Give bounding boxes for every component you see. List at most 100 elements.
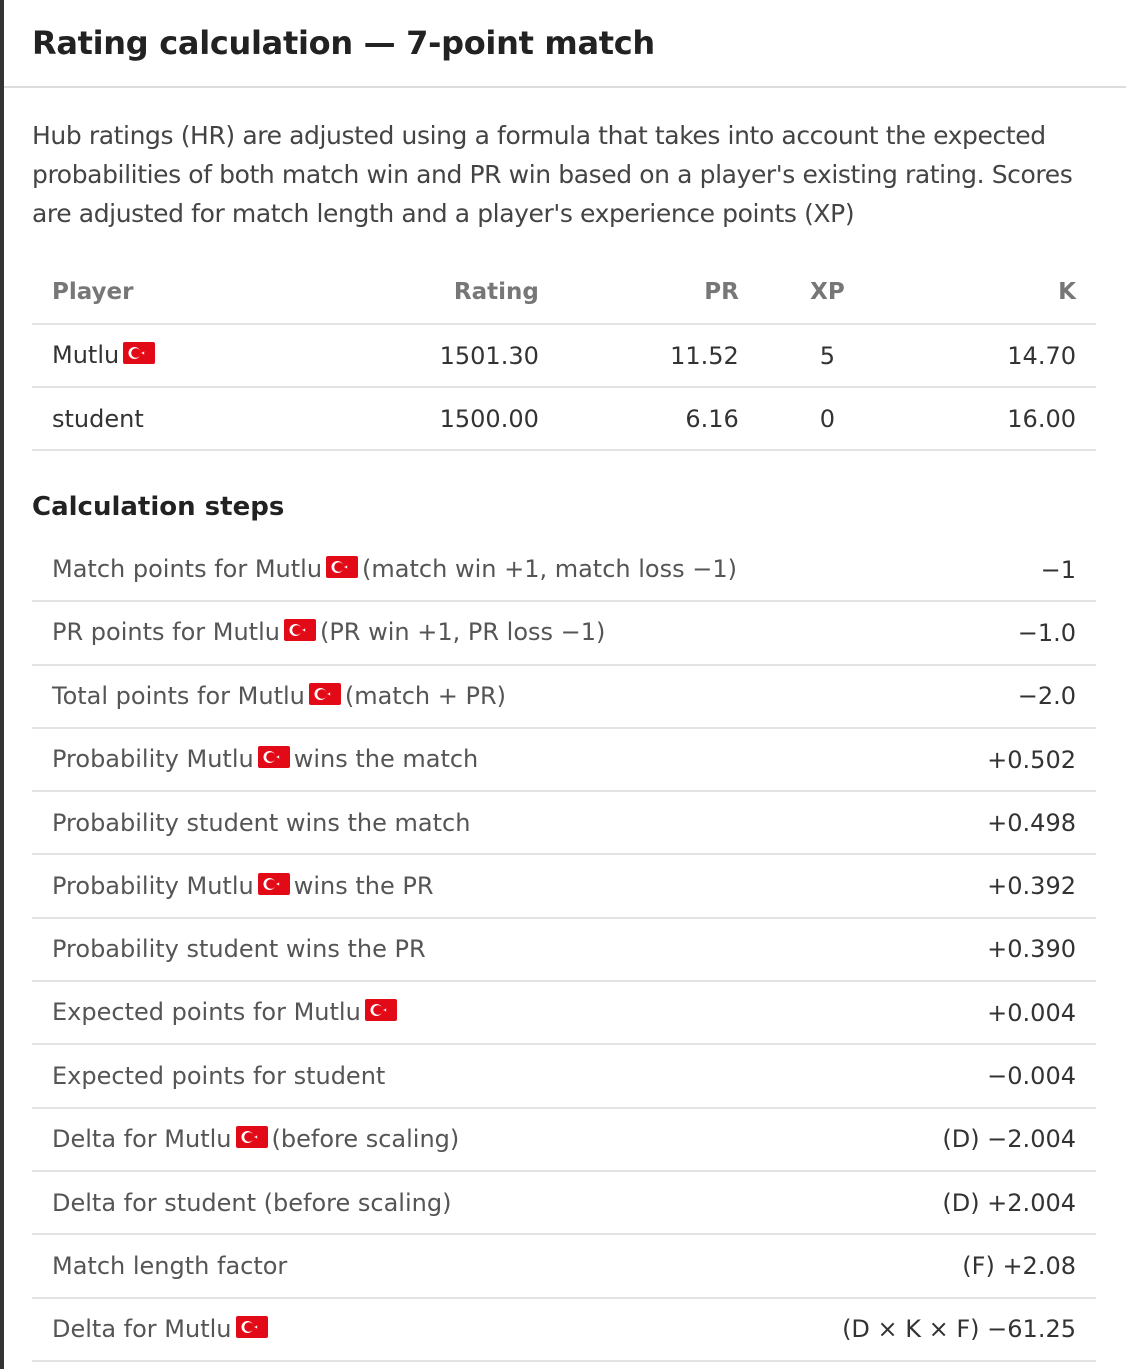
step-row: Delta for student (before scaling) (D) +2… xyxy=(32,1170,1096,1236)
step-value: (F) +2.08 xyxy=(804,1234,1096,1299)
flag-icon xyxy=(235,1315,268,1344)
step-row: PR points for Mutlu (PR win +1, PR loss −… xyxy=(32,601,1096,666)
step-label-cell: Expected points for student xyxy=(32,1044,805,1109)
step-row: Total points for Mutlu (match + PR) −2.0 xyxy=(32,664,1096,729)
step-row: Probability student wins the match +0.498 xyxy=(32,791,1096,856)
step-suffix: (before scaling) xyxy=(271,1124,460,1153)
flag-svg xyxy=(257,872,290,895)
step-suffix: wins the match xyxy=(293,745,479,774)
step-value: −1.0 xyxy=(804,601,1096,666)
step-suffix: (match + PR) xyxy=(344,681,507,710)
step-label-cell: Probability student wins the match xyxy=(32,791,805,856)
player-row: student 1500.00 6.16 0 16.00 xyxy=(32,387,1096,451)
flag-svg xyxy=(283,619,316,642)
step-value: +0.392 xyxy=(804,854,1096,919)
player-value: 16.00 xyxy=(896,387,1096,451)
flag-icon xyxy=(235,1125,268,1154)
step-label: Probability Mutlu xyxy=(52,745,254,774)
step-label-cell: Delta for Mutlu (before scaling) xyxy=(32,1107,805,1172)
step-value: (D × K × F) −61.25 xyxy=(804,1297,1096,1362)
player-value: 14.70 xyxy=(896,324,1096,388)
flag-icon xyxy=(257,746,290,774)
column-header: Player xyxy=(32,261,303,325)
step-label-cell: Match points for Mutlu (match win +1, mat… xyxy=(32,539,805,603)
player-row: Mutlu 1501.30 11.52 5 14.70 xyxy=(32,324,1096,388)
header-row: Player Rating PR XP K xyxy=(32,261,1096,325)
column-header: Rating xyxy=(302,261,559,325)
step-row: Match points for Mutlu (match win +1, mat… xyxy=(32,539,1096,603)
step-value: (D) +2.004 xyxy=(804,1170,1096,1236)
step-label-cell: Probability Mutlu wins the PR xyxy=(32,854,805,919)
step-suffix: (PR win +1, PR loss −1) xyxy=(319,618,606,647)
player-value: 1500.00 xyxy=(302,387,559,451)
flag-svg xyxy=(257,746,290,769)
step-label-cell: Expected points for Mutlu xyxy=(32,981,805,1046)
step-label-cell: Match length factor xyxy=(32,1234,805,1299)
intro-text: Hub ratings (HR) are adjusted using a fo… xyxy=(32,121,1073,228)
flag-icon xyxy=(364,999,397,1027)
flag-svg xyxy=(235,1125,268,1148)
flag-svg xyxy=(364,999,397,1022)
step-label-cell: Delta for Mutlu xyxy=(32,1297,805,1362)
step-label: Match length factor xyxy=(52,1251,288,1280)
step-label: Match points for Mutlu xyxy=(52,555,323,584)
player-name: Mutlu xyxy=(52,341,120,369)
step-value: +0.498 xyxy=(804,791,1096,856)
column-header: PR xyxy=(558,261,759,325)
step-value: −2.0 xyxy=(804,664,1096,729)
step-label: Expected points for student xyxy=(52,1062,386,1091)
flag-svg xyxy=(326,556,359,579)
player-value: 5 xyxy=(758,324,897,388)
step-label-cell: PR points for Mutlu (PR win +1, PR loss −… xyxy=(32,601,805,666)
players-table: Player Rating PR XP K Mutlu 1501.30 11.52 5 14.7… xyxy=(32,261,1096,451)
header-title: Rating calculation — 7-point match xyxy=(32,24,655,62)
step-label-cell: Probability Mutlu wins the match xyxy=(32,727,805,793)
step-value: +0.004 xyxy=(804,981,1096,1046)
step-row: Expected points for student −0.004 xyxy=(32,1044,1096,1109)
step-label: Expected points for Mutlu xyxy=(52,998,361,1027)
players-body: Mutlu 1501.30 11.52 5 14.70 student 1500.00 6.1… xyxy=(32,324,1096,451)
player-value: 0 xyxy=(758,387,897,451)
flag-icon xyxy=(123,342,156,370)
step-label: Total points for Mutlu xyxy=(52,681,305,710)
player-cell: Mutlu xyxy=(32,324,303,388)
flag-icon xyxy=(283,619,316,647)
step-value: −0.004 xyxy=(804,1044,1096,1109)
step-row: Delta for Mutlu (before scaling) (D) −2.00… xyxy=(32,1107,1096,1172)
player-value: 1501.30 xyxy=(302,324,559,388)
steps-body: Match points for Mutlu (match win +1, mat… xyxy=(32,539,1096,1362)
step-label-cell: Probability student wins the PR xyxy=(32,917,805,983)
steps-table: Match points for Mutlu (match win +1, mat… xyxy=(32,539,1096,1362)
flag-icon xyxy=(257,872,290,901)
flag-svg xyxy=(308,682,341,705)
flag-icon xyxy=(308,682,341,711)
player-value: 11.52 xyxy=(558,324,759,388)
step-value: (D) −2.004 xyxy=(804,1107,1096,1172)
step-row: Probability student wins the PR +0.390 xyxy=(32,917,1096,983)
step-label: Probability student wins the match xyxy=(52,808,471,837)
step-row: Probability Mutlu wins the match +0.502 xyxy=(32,727,1096,793)
header: Rating calculation — 7-point match xyxy=(4,0,1126,88)
flag-svg xyxy=(123,342,156,364)
step-suffix: (match win +1, match loss −1) xyxy=(362,555,737,584)
steps-title: Calculation steps xyxy=(32,492,285,522)
step-label: Delta for Mutlu xyxy=(52,1314,232,1343)
column-header: XP xyxy=(758,261,897,325)
step-row: Delta for Mutlu (D × K × F) −61.25 xyxy=(32,1297,1096,1362)
step-label: PR points for Mutlu xyxy=(52,618,280,647)
step-row: Match length factor (F) +2.08 xyxy=(32,1234,1096,1299)
player-cell: student xyxy=(32,387,303,451)
step-suffix: wins the PR xyxy=(293,871,434,900)
step-value: +0.390 xyxy=(804,917,1096,983)
step-value: +0.502 xyxy=(804,727,1096,793)
step-row: Expected points for Mutlu +0.004 xyxy=(32,981,1096,1046)
step-value: −1 xyxy=(804,539,1096,603)
column-header: K xyxy=(896,261,1096,325)
player-name: student xyxy=(52,404,144,433)
step-label: Probability Mutlu xyxy=(52,871,254,900)
player-value: 6.16 xyxy=(558,387,759,451)
step-row: Probability Mutlu wins the PR +0.392 xyxy=(32,854,1096,919)
step-label: Delta for Mutlu xyxy=(52,1124,232,1153)
flag-icon xyxy=(326,556,359,584)
